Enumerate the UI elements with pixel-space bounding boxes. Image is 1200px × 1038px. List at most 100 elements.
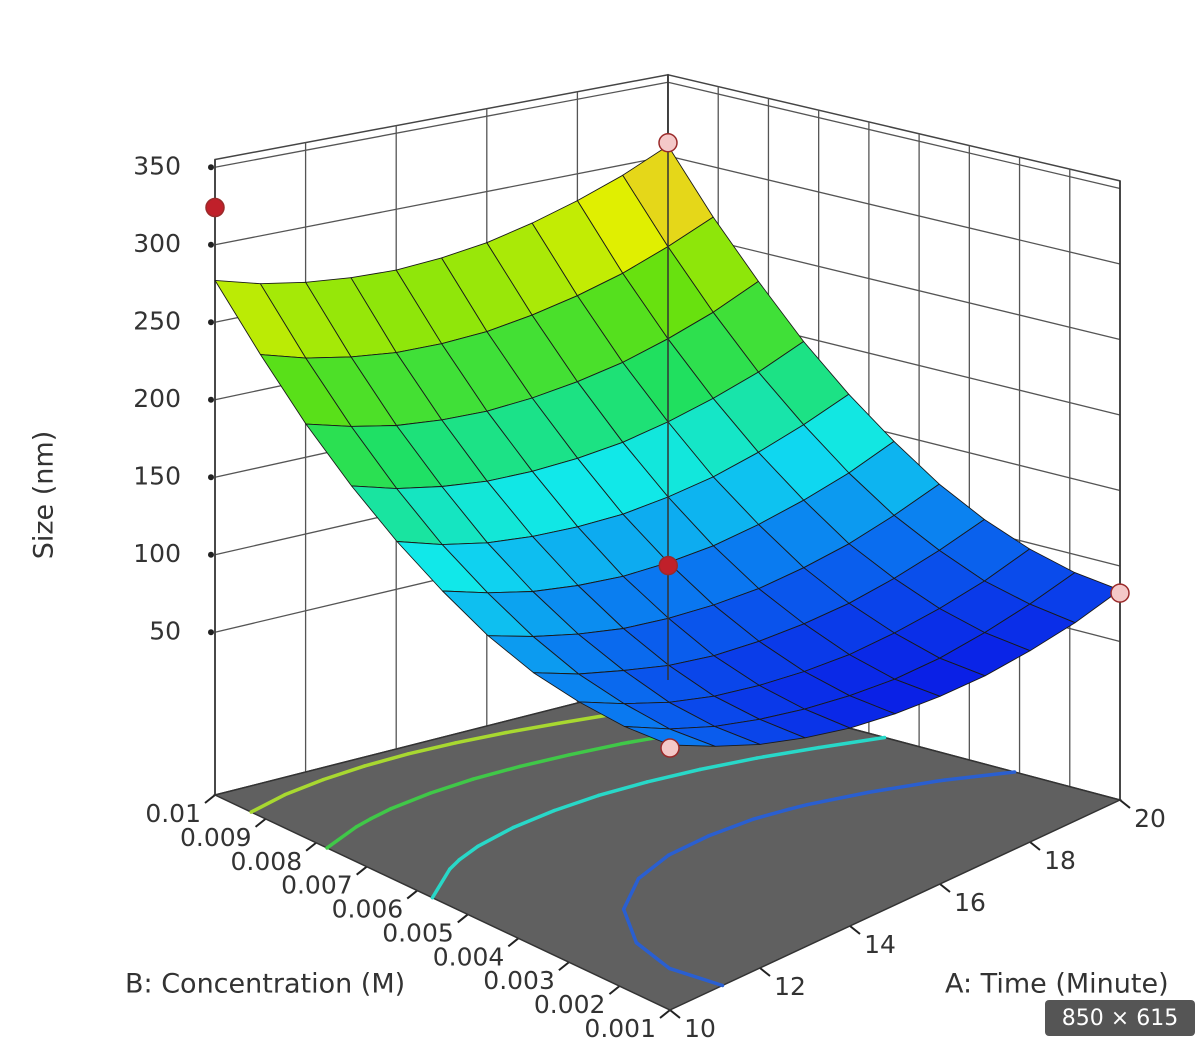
contour-line	[942, 770, 1017, 782]
z-tick	[208, 319, 214, 326]
contour-line	[476, 825, 516, 849]
z-tick	[208, 629, 214, 636]
y-axis-title: B: Concentration (M)	[125, 969, 405, 1000]
y-tick	[406, 889, 418, 900]
contour-line	[621, 876, 641, 911]
design-point	[658, 132, 678, 153]
contour-line	[706, 817, 756, 838]
y-tick-label: 0.005	[382, 918, 454, 947]
z-tick-label: 50	[149, 616, 181, 645]
y-tick	[659, 1009, 671, 1019]
y-tick	[608, 985, 621, 995]
grid-line	[214, 81, 669, 168]
x-tick-label: 14	[864, 930, 896, 959]
contour-line	[406, 741, 458, 756]
x-tick	[939, 883, 951, 893]
contour-line	[567, 742, 624, 757]
y-tick-label: 0.007	[281, 871, 353, 900]
contour-line	[596, 780, 649, 798]
badge-bg	[1045, 1000, 1195, 1036]
grid-line	[667, 155, 1121, 265]
contour-line	[698, 756, 759, 772]
y-tick-label: 0.002	[534, 990, 606, 1019]
contour-line	[448, 858, 461, 871]
z-tick	[208, 551, 214, 558]
contour-line	[667, 966, 725, 988]
x-tick	[849, 925, 861, 935]
contour-line	[805, 790, 871, 807]
contour-line	[761, 745, 821, 759]
z-tick-label: 300	[133, 229, 181, 258]
z-tick-label: 350	[133, 151, 181, 180]
x-tick-label: 20	[1134, 804, 1166, 833]
contour-line	[249, 792, 287, 814]
contour-line	[634, 940, 672, 971]
grid-line	[667, 229, 1121, 341]
design-point	[1110, 583, 1130, 603]
y-tick	[558, 961, 570, 972]
contour-line	[552, 793, 601, 813]
y-tick-label: 0.004	[433, 942, 505, 971]
contour-line	[787, 802, 809, 812]
y-tick-label: 0.01	[145, 799, 201, 828]
x-tick	[669, 1009, 681, 1019]
z-tick-label: 250	[133, 306, 181, 335]
contour-line	[428, 777, 475, 795]
grid-line	[214, 155, 669, 246]
x-tick	[1029, 841, 1041, 851]
contour-line	[751, 807, 791, 821]
contour-line	[636, 853, 671, 881]
contour-line	[934, 778, 947, 784]
x-axis-title: A: Time (Minute)	[945, 969, 1169, 1000]
y-tick	[204, 794, 216, 804]
x-tick-label: 16	[954, 888, 986, 917]
x-tick	[1119, 799, 1131, 809]
y-tick	[457, 913, 469, 924]
badge: 850 × 615	[1062, 1006, 1178, 1031]
z-tick	[208, 241, 214, 248]
grid-line	[667, 81, 1121, 190]
contour-line	[518, 753, 572, 769]
contour-line	[354, 817, 373, 829]
contour-line	[362, 752, 411, 768]
contour-line	[389, 791, 433, 811]
z-tick-label: 100	[133, 539, 181, 568]
contour-line	[368, 807, 393, 821]
contour-line	[666, 834, 711, 857]
z-tick	[208, 396, 214, 403]
contour-line	[325, 825, 359, 850]
y-tick	[507, 937, 519, 948]
design-point	[658, 555, 678, 576]
y-tick	[305, 841, 317, 852]
x-tick-label: 12	[774, 972, 806, 1001]
contour-line	[454, 730, 508, 745]
y-tick-label: 0.009	[180, 823, 252, 852]
contour-line	[511, 808, 556, 830]
y-tick-label: 0.008	[231, 847, 303, 876]
contour-line	[816, 735, 887, 750]
z-tick-label: 150	[133, 461, 181, 490]
z-tick	[208, 474, 214, 481]
design-point	[660, 738, 680, 758]
x-tick-label: 10	[684, 1014, 716, 1038]
contour-line	[621, 907, 639, 945]
contour-line	[619, 740, 631, 746]
contour-line	[471, 764, 522, 781]
y-tick	[254, 818, 267, 828]
contour-line	[457, 844, 480, 862]
x-tick	[759, 967, 771, 977]
contour-line	[866, 779, 939, 795]
x-tick-label: 18	[1044, 846, 1076, 875]
contour-line	[283, 777, 326, 797]
contour-line	[321, 764, 367, 782]
surface-cell	[624, 726, 716, 747]
y-tick-label: 0.001	[584, 1014, 656, 1038]
contour-line	[504, 721, 561, 735]
contour-line	[645, 767, 702, 784]
y-tick-label: 0.006	[332, 895, 404, 924]
z-tick-label: 200	[133, 384, 181, 413]
z-axis-title: Size (nm)	[29, 431, 60, 560]
contour-line	[755, 755, 766, 760]
contour-line	[430, 867, 452, 900]
